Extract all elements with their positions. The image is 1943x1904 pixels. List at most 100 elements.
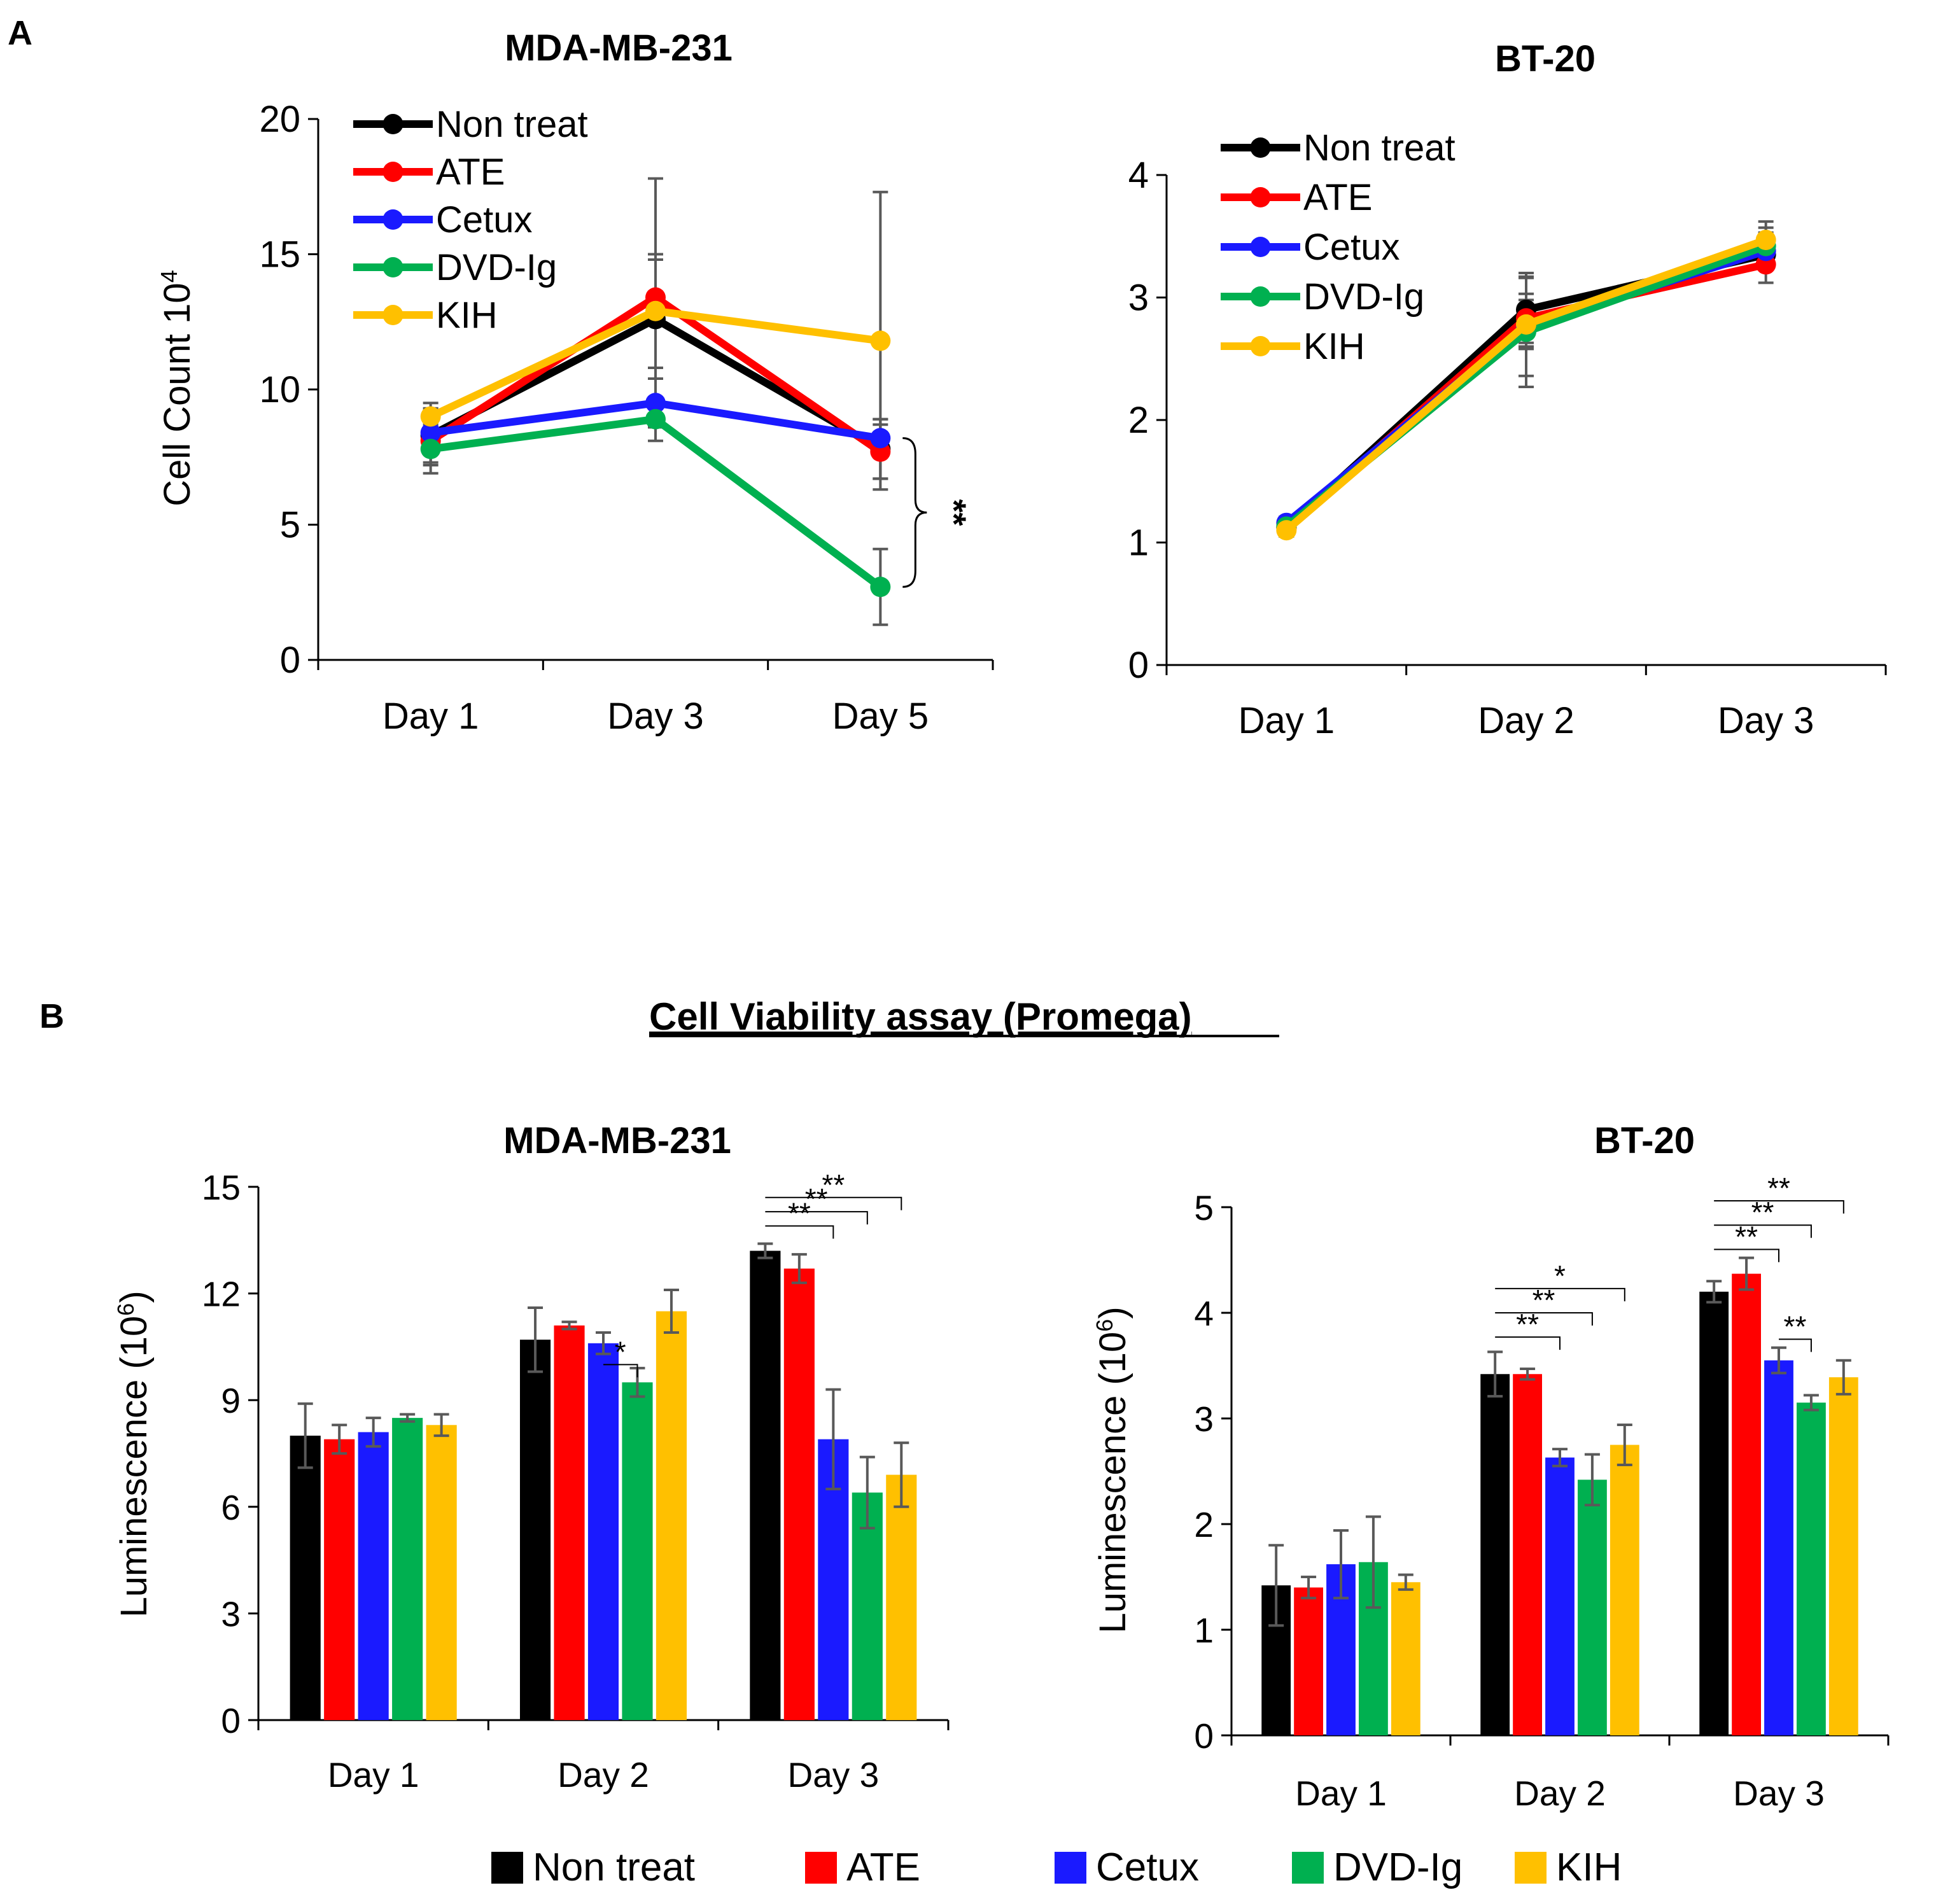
- bar-kih: [886, 1474, 917, 1720]
- legend-marker: [382, 209, 403, 230]
- y-tick-label: 0: [1128, 645, 1149, 686]
- legend-swatch-ate: [805, 1852, 837, 1884]
- bottom-legend: Non treat ATE Cetux DVD-Ig KIH: [491, 1845, 1622, 1889]
- y-axis-label-end: ): [113, 1291, 155, 1303]
- bar-kih: [1391, 1582, 1420, 1735]
- data-point-kih: [1755, 230, 1776, 251]
- bar-ate: [1513, 1374, 1542, 1735]
- y-axis-label-main: Cell Count 10: [157, 283, 198, 506]
- bar-non-treat: [290, 1436, 321, 1720]
- y-tick-label: 9: [221, 1381, 241, 1420]
- legend-label: ATE: [846, 1845, 920, 1889]
- y-tick-label: 4: [1194, 1294, 1214, 1333]
- bar-kih: [1828, 1377, 1858, 1735]
- x-tick-label: Day 3: [1733, 1774, 1825, 1813]
- legend-label: DVD-Ig: [1303, 276, 1424, 318]
- legend-label: KIH: [436, 295, 498, 336]
- significance-bracket: [1495, 1312, 1593, 1326]
- significance-bracket: [1495, 1336, 1561, 1350]
- bar-non-treat: [519, 1340, 551, 1720]
- legend-swatch-non-treat: [491, 1852, 523, 1884]
- bar-non-treat: [1480, 1374, 1510, 1735]
- significance-bracket: [1714, 1249, 1779, 1263]
- legend-label: KIH: [1556, 1845, 1622, 1889]
- y-axis-label-main: Luminescence (10: [113, 1316, 155, 1618]
- x-tick-label: Day 3: [1718, 700, 1814, 741]
- legend-label: DVD-Ig: [436, 247, 557, 288]
- legend-marker: [1250, 237, 1271, 257]
- bar-dvd-ig: [392, 1418, 423, 1720]
- data-point-kih: [420, 406, 441, 427]
- bar-kih: [426, 1425, 457, 1720]
- legend-label: Cetux: [436, 199, 533, 241]
- legend-marker: [1250, 187, 1271, 207]
- significance-bracket: [765, 1211, 868, 1225]
- significance-bracket: [1714, 1224, 1812, 1238]
- bar-dvd-ig: [1797, 1403, 1826, 1735]
- data-point-kih: [645, 300, 666, 321]
- chart-a-mda-mb-231: MDA-MB-231 0 5 10 15 20 Day 1 Day 3 Day 5 Cell Co…: [156, 27, 994, 737]
- section-b-title: Cell Viability assay (Promega): [649, 995, 1192, 1038]
- series-line-dvd-ig: [430, 415, 883, 591]
- legend-label: Non treat: [1303, 127, 1455, 169]
- y-tick-label: 3: [1194, 1399, 1214, 1439]
- significance-label: **: [1784, 1310, 1807, 1343]
- y-axis-label: Luminescence (106): [113, 1291, 155, 1617]
- significance-label: *: [1554, 1259, 1566, 1292]
- panel-label-a: A: [8, 14, 32, 52]
- bar-non-treat: [1699, 1291, 1729, 1735]
- significance-label: **: [805, 1182, 828, 1215]
- data-point-kih: [1516, 314, 1536, 335]
- x-tick-label: Day 2: [558, 1755, 649, 1795]
- chart-title: MDA-MB-231: [503, 1120, 731, 1161]
- data-point-dvd-ig: [645, 409, 666, 430]
- y-tick-label: 5: [1194, 1188, 1214, 1228]
- y-tick-label: 15: [202, 1168, 241, 1207]
- y-tick-label: 5: [280, 505, 300, 546]
- chart-b-bt-20: BT-20 0 1 2 3 4 5 Day 1 Day 2 Day 3 Luminescence (…: [1091, 1120, 1890, 1813]
- bar-non-treat: [750, 1250, 781, 1720]
- x-tick-label: Day 3: [607, 696, 704, 737]
- significance-bracket: [1779, 1338, 1812, 1352]
- bar-ate: [1732, 1273, 1761, 1735]
- data-point-cetux: [645, 393, 666, 414]
- chart-title: BT-20: [1594, 1120, 1695, 1161]
- y-tick-label: 2: [1128, 400, 1149, 441]
- significance-bracket: [765, 1225, 834, 1239]
- y-tick-label: 15: [259, 234, 300, 276]
- significance-bracket: [902, 437, 927, 588]
- bar-ate: [554, 1325, 585, 1720]
- legend-marker: [382, 162, 403, 182]
- y-axis-label: Luminescence (106): [1091, 1306, 1134, 1633]
- bar-cetux: [358, 1432, 389, 1720]
- x-tick-label: Day 2: [1478, 700, 1575, 741]
- panel-label-b: B: [39, 997, 64, 1035]
- y-tick-label: 1: [1128, 522, 1149, 564]
- data-point-kih: [870, 330, 891, 351]
- legend-label: Non treat: [533, 1845, 695, 1889]
- legend-label: Cetux: [1096, 1845, 1199, 1889]
- legend-marker: [1250, 137, 1271, 158]
- significance-bracket: [1714, 1200, 1844, 1214]
- bar-dvd-ig: [622, 1382, 653, 1720]
- bar-ate: [783, 1268, 815, 1720]
- legend-swatch-cetux: [1055, 1852, 1086, 1884]
- significance-label: **: [788, 1196, 811, 1229]
- legend-swatch-kih: [1515, 1852, 1547, 1884]
- x-tick-label: Day 1: [1238, 700, 1335, 741]
- data-point-dvd-ig: [420, 438, 441, 459]
- chart-b-mda-mb-231: MDA-MB-231 0 3 6 9 12 15 Day 1 Day 2 Day 3 Lumines…: [113, 1120, 950, 1795]
- x-tick-label: Day 1: [382, 696, 479, 737]
- y-axis-label-main: Luminescence (10: [1092, 1332, 1133, 1634]
- data-point-kih: [1276, 520, 1297, 541]
- legend-label: ATE: [1303, 177, 1373, 218]
- legend-label: Cetux: [1303, 227, 1400, 268]
- y-axis-label-superscript: 4: [156, 270, 182, 283]
- x-tick-label: Day 2: [1514, 1774, 1606, 1813]
- y-tick-label: 1: [1194, 1611, 1214, 1650]
- legend-swatch-dvd-ig: [1292, 1852, 1324, 1884]
- y-tick-label: 6: [221, 1488, 241, 1527]
- x-tick-label: Day 3: [787, 1755, 879, 1795]
- legend-marker: [1250, 286, 1271, 307]
